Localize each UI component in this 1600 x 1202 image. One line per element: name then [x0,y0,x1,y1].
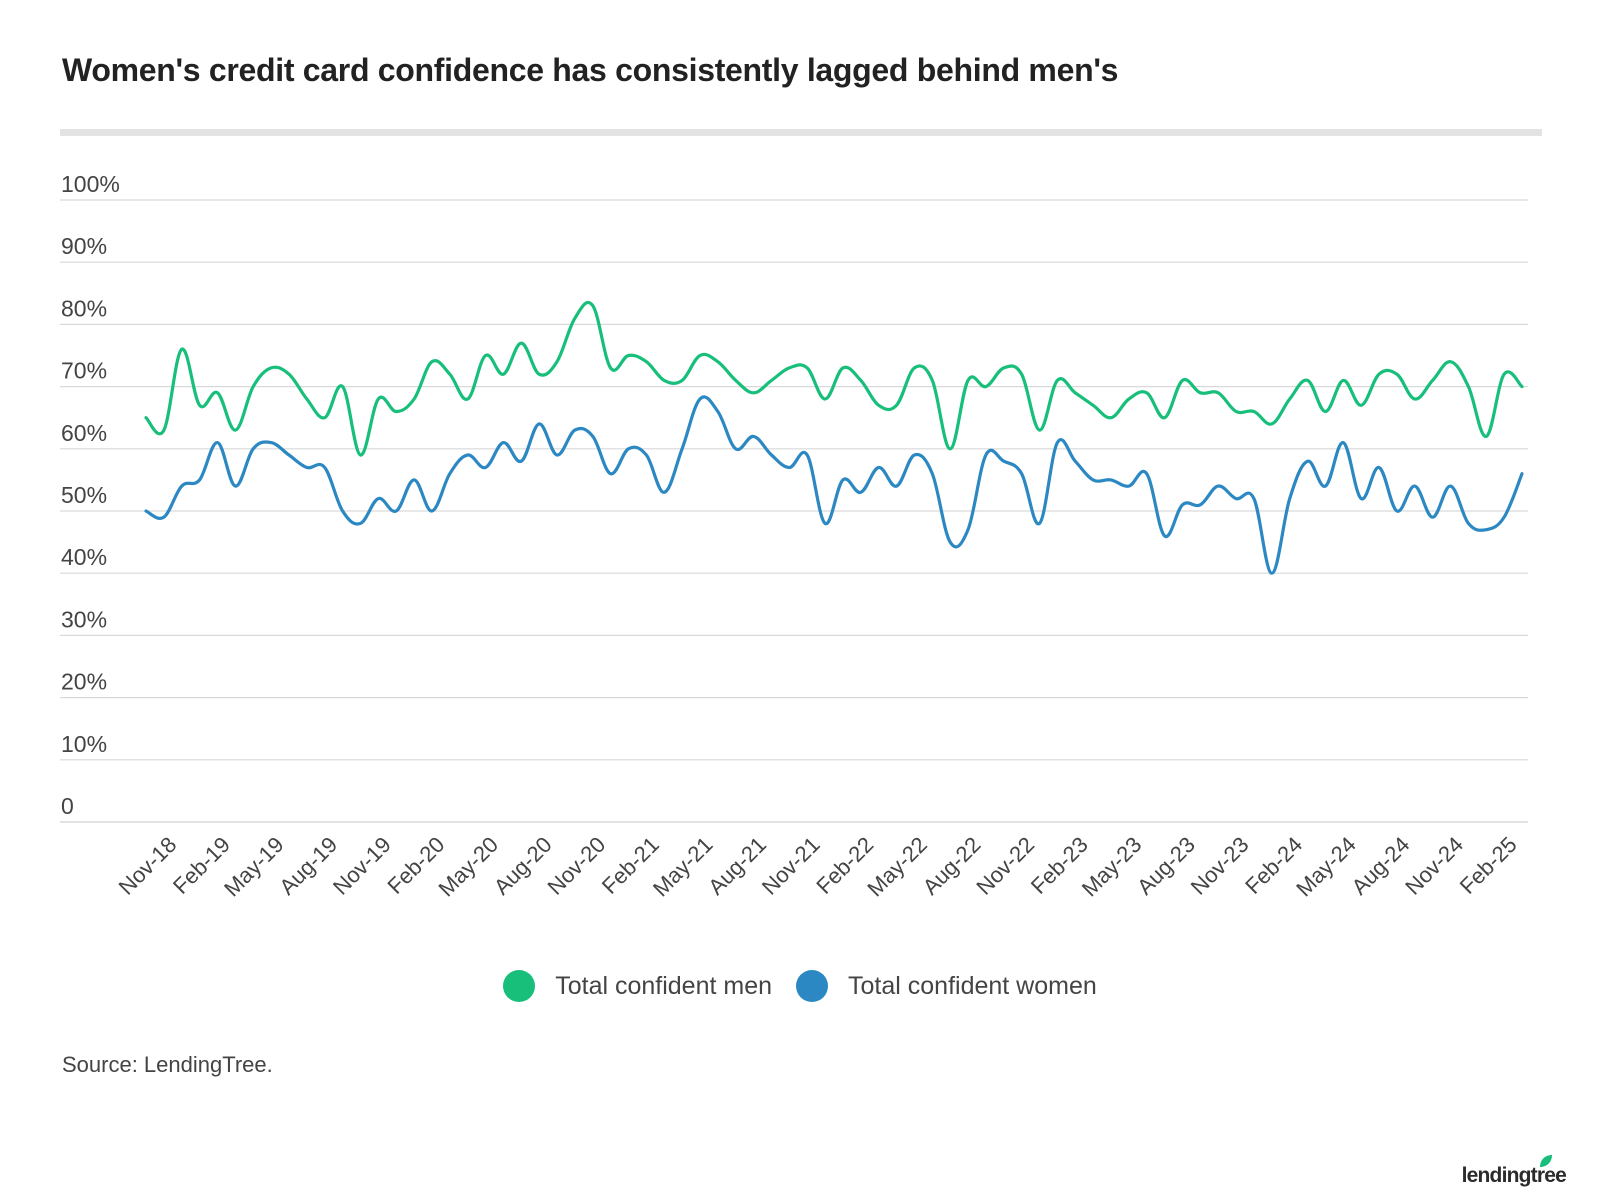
y-tick-label: 0 [61,793,74,819]
series-lines [144,300,1524,575]
y-tick-label: 10% [61,731,107,757]
y-tick-label: 60% [61,420,107,446]
chart-title: Women's credit card confidence has consi… [62,52,1119,88]
series-line-men [144,300,1524,457]
y-tick-label: 30% [61,606,107,632]
x-tick-label: Aug-22 [918,832,986,900]
y-tick-label: 40% [61,544,107,570]
legend-item-men: Total confident men [503,970,772,1002]
x-axis-ticks: Nov-18Feb-19May-19Aug-19Nov-19Feb-20May-… [114,832,1522,902]
x-tick-label: Nov-20 [542,832,610,900]
leaf-icon [1540,1155,1552,1167]
x-tick-label: Aug-23 [1132,832,1200,900]
x-tick-label: Nov-24 [1400,832,1468,900]
series-line-women [144,395,1524,575]
legend-label-women: Total confident women [848,971,1097,1000]
legend-label-men: Total confident men [555,971,773,1000]
legend-swatch-men [503,970,536,1002]
x-tick-label: May-23 [1077,832,1147,902]
legend-swatch-women [796,970,829,1002]
legend-item-women: Total confident women [796,970,1097,1002]
x-tick-label: Nov-19 [328,832,396,900]
y-tick-label: 80% [61,295,107,321]
line-chart: 010%20%30%40%50%60%70%80%90%100% Nov-18F… [60,171,1528,902]
title-divider [60,129,1542,136]
x-tick-label: Aug-19 [274,832,342,900]
y-axis-ticks: 0 10% 20% 30% 40% 50% 60% 70% 80% 90% 100% [61,171,120,819]
lendingtree-logo: lendingtree [1461,1164,1567,1187]
x-tick-label: Nov-18 [114,832,182,900]
source-note: Source: LendingTree. [62,1052,273,1077]
gridlines [60,199,1528,823]
x-tick-label: May-22 [862,832,932,902]
y-tick-label: 70% [61,358,107,384]
x-tick-label: Nov-21 [757,832,825,900]
x-tick-label: Feb-25 [1455,832,1522,899]
legend: Total confident men Total confident wome… [0,970,1600,1002]
y-tick-label: 20% [61,669,107,695]
y-tick-label: 50% [61,482,107,508]
x-tick-label: May-20 [434,832,504,902]
x-tick-label: Nov-23 [1186,832,1254,900]
x-tick-label: Nov-22 [971,832,1039,900]
y-tick-label: 100% [61,171,120,197]
x-tick-label: Aug-24 [1347,832,1415,900]
x-tick-label: May-24 [1291,832,1361,902]
x-tick-label: Aug-20 [489,832,557,900]
x-tick-label: May-19 [219,832,289,902]
x-tick-label: Aug-21 [703,832,771,900]
x-tick-label: May-21 [648,832,718,902]
y-tick-label: 90% [61,233,107,259]
